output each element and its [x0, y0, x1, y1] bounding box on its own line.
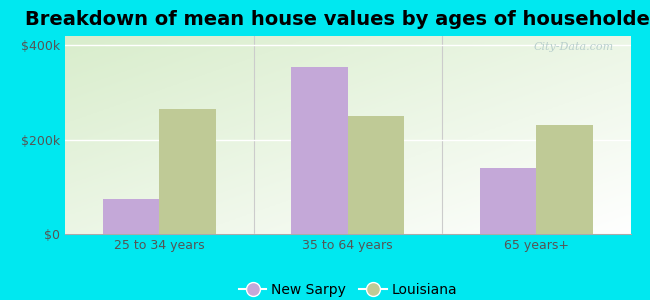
Bar: [291, 67, 348, 234]
Text: City-Data.com: City-Data.com: [534, 42, 614, 52]
Title: Breakdown of mean house values by ages of householders: Breakdown of mean house values by ages o…: [25, 10, 650, 29]
Bar: [480, 168, 536, 234]
Bar: [159, 109, 216, 234]
Bar: [103, 199, 159, 234]
Legend: New Sarpy, Louisiana: New Sarpy, Louisiana: [233, 277, 462, 300]
Bar: [536, 124, 593, 234]
Bar: [348, 116, 404, 234]
